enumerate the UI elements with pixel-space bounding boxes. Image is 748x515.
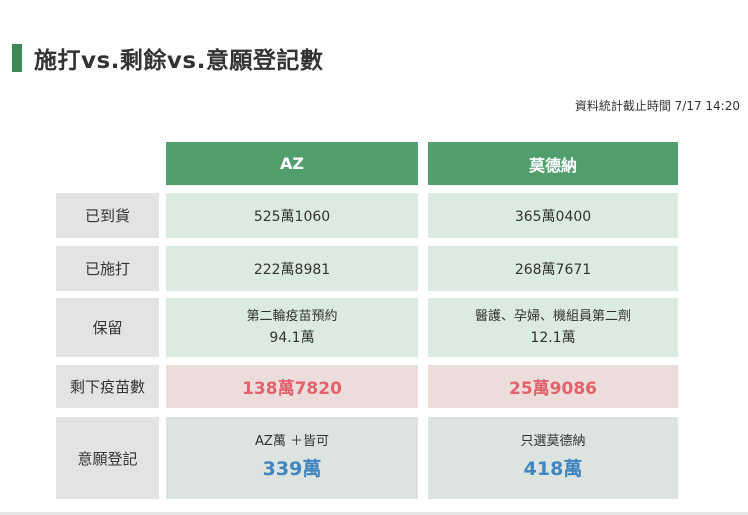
moderna-registration-note: 只選莫德納 (520, 434, 586, 449)
moderna-registration-cell: 只選莫德納 418萬 (428, 417, 678, 499)
column-header-az: AZ (166, 142, 418, 185)
az-registration-cell: AZ萬 ＋皆可 339萬 (166, 417, 418, 499)
row-label-administered: 已施打 (56, 246, 159, 291)
row-label-arrived: 已到貨 (56, 193, 159, 238)
az-remaining-value: 138萬7820 (166, 365, 418, 408)
moderna-remaining-value: 25萬9086 (428, 365, 678, 408)
az-reserved-value: 94.1萬 (269, 329, 315, 346)
az-administered-value: 222萬8981 (166, 246, 418, 291)
az-registration-value: 339萬 (262, 458, 322, 480)
moderna-administered-value: 268萬7671 (428, 246, 678, 291)
row-label-registration: 意願登記 (56, 417, 159, 499)
moderna-reserved-cell: 醫護、孕婦、機組員第二劑 12.1萬 (428, 298, 678, 357)
moderna-arrived-value: 365萬0400 (428, 193, 678, 238)
row-label-reserved: 保留 (56, 298, 159, 357)
row-label-remaining: 剩下疫苗數 (56, 365, 159, 408)
title-accent-bar (12, 44, 22, 72)
page-title: 施打vs.剩餘vs.意願登記數 (34, 48, 324, 74)
moderna-reserved-note: 醫護、孕婦、機組員第二劑 (474, 308, 631, 324)
az-arrived-value: 525萬1060 (166, 193, 418, 238)
moderna-reserved-value: 12.1萬 (530, 329, 576, 346)
az-reserved-cell: 第二輪疫苗預約 94.1萬 (166, 298, 418, 357)
bottom-divider (0, 512, 748, 515)
az-registration-note: AZ萬 ＋皆可 (255, 434, 329, 449)
data-cutoff-time: 資料統計截止時間 7/17 14:20 (574, 99, 740, 113)
az-reserved-note: 第二輪疫苗預約 (246, 308, 338, 324)
moderna-registration-value: 418萬 (523, 458, 583, 480)
column-header-moderna: 莫德納 (428, 142, 678, 185)
